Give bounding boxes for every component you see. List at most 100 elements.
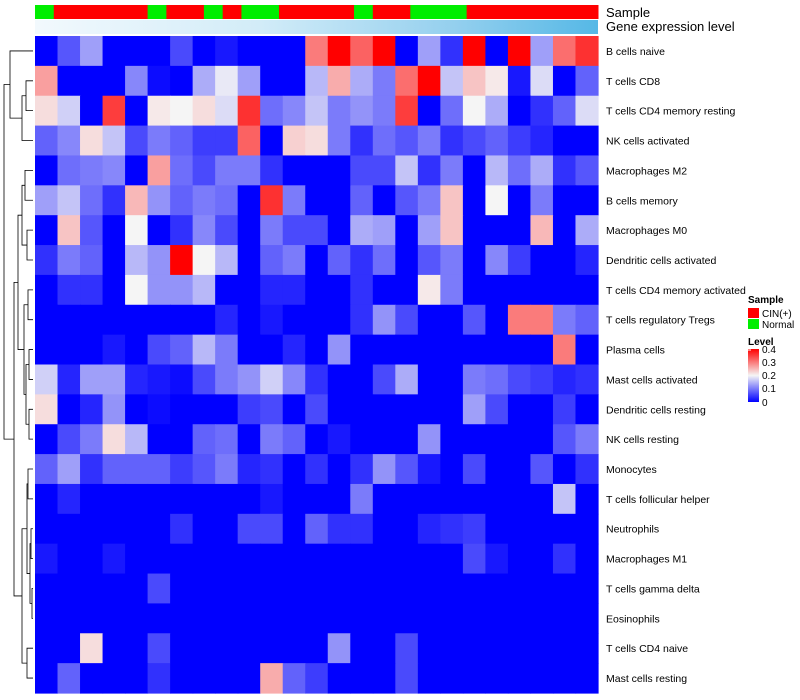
level-legend: Level 0.4 0.3 0.2 0.1 0 [748,337,776,409]
heatmap-cell [507,334,532,366]
heatmap-cell [305,304,329,336]
heatmap-cell [417,573,441,605]
heatmap-cell [552,65,577,97]
heatmap-cell [530,65,554,97]
heatmap-cell [395,573,419,605]
heatmap-cell [260,603,284,634]
heatmap-cell [35,215,59,246]
heatmap-cell [305,513,329,545]
heatmap-cell [440,95,464,127]
heatmap-cell [417,274,441,306]
heatmap-cell [417,95,441,127]
heatmap-cell [530,364,554,395]
legend-swatch-cin [748,308,759,318]
heatmap-cell [282,633,306,664]
heatmap-cell [170,573,194,605]
heatmap-cell [80,573,104,605]
heatmap-cell [102,483,126,515]
heatmap-cell [147,65,171,97]
heatmap-cell [507,603,532,634]
heatmap-cell [462,543,486,575]
heatmap-cell [350,424,374,455]
heatmap-cell [125,304,149,336]
heatmap-cell [507,65,532,97]
heatmap-cell [215,394,239,425]
heatmap-cell [147,304,171,336]
heatmap-cell [170,364,194,395]
heatmap-cell [125,454,149,485]
heatmap-cell [417,454,441,485]
dendrogram-branch [9,50,33,119]
row-dendrogram [3,50,33,679]
heatmap-cell [260,633,284,664]
level-legend-title: Level [748,337,774,348]
heatmap-cell [170,633,194,664]
heatmap-cell [552,663,577,694]
dendrogram-branch [21,184,27,246]
heatmap-cell [440,454,464,485]
heatmap-cell [57,483,81,515]
heatmap-cell [125,274,149,306]
heatmap-cell [237,95,261,127]
heatmap-cell [102,364,126,395]
heatmap-cell [575,454,599,485]
heatmap-cell [530,424,554,455]
heatmap-cell [575,424,599,455]
heatmap-cell [35,483,59,515]
heatmap-cell [215,364,239,395]
heatmap-cell [147,663,171,694]
heatmap-cell [170,394,194,425]
heatmap-cell [485,36,509,67]
heatmap-cell [215,36,239,67]
heatmap-cell [485,65,509,97]
heatmap-cell [125,155,149,186]
heatmap-cell [80,513,104,545]
sample-annotation-cell [185,5,205,19]
heatmap-cell [372,394,396,425]
heatmap-cell [530,245,554,276]
row-label: Dendritic cells activated [606,255,716,267]
heatmap-cell [147,424,171,455]
heatmap-cell [192,155,216,186]
heatmap-cell [417,36,441,67]
heatmap-cell [192,215,216,246]
heatmap-cell [170,36,194,67]
heatmap-cell [395,483,419,515]
heatmap-cell [215,334,239,366]
heatmap-cell [237,483,261,515]
heatmap-cell [170,603,194,634]
heatmap-cell [125,573,149,605]
heatmap-cell [192,543,216,575]
heatmap-cell [395,663,419,694]
heatmap-cell [395,95,419,127]
heatmap-cell [215,633,239,664]
heatmap-cell [237,364,261,395]
heatmap-cell [575,364,599,395]
heatmap-cell [260,65,284,97]
heatmap-cell [192,334,216,366]
heatmap-cell [80,185,104,216]
heatmap-cell [237,155,261,186]
heatmap-cell [372,245,396,276]
heatmap-cell [417,633,441,664]
heatmap-cell [35,95,59,127]
heatmap-cell [147,185,171,216]
heatmap-cell [57,125,81,157]
heatmap-cell [530,663,554,694]
heatmap-cell [440,573,464,605]
heatmap-cell [215,274,239,306]
heatmap-cell [507,215,532,246]
heatmap-cell [440,155,464,186]
heatmap-cell [57,513,81,545]
heatmap-cell [417,185,441,216]
heatmap-cell [462,274,486,306]
heatmap-cell [350,125,374,157]
heatmap-cell [102,36,126,67]
heatmap-cell [395,245,419,276]
heatmap-cell [147,394,171,425]
heatmap-cell [350,274,374,306]
heatmap-cell [237,543,261,575]
heatmap-cell [440,394,464,425]
sample-annotation-cell [466,5,486,19]
level-tick-0: 0.4 [762,345,776,356]
